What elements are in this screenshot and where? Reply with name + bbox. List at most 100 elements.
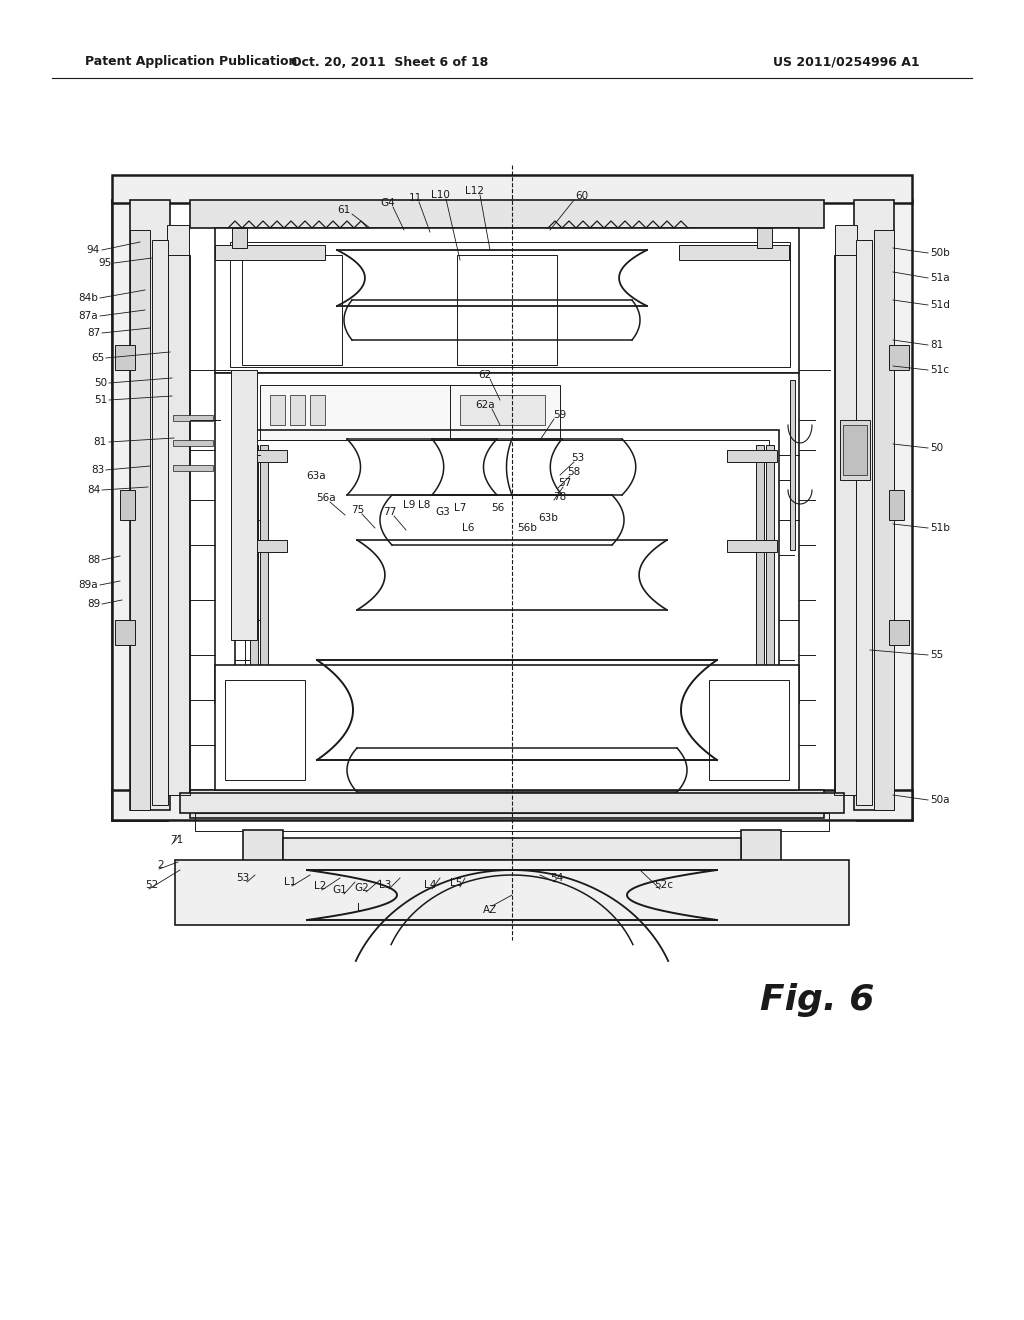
Bar — [457, 255, 557, 366]
Bar — [112, 201, 167, 820]
Text: 51c: 51c — [930, 366, 949, 375]
Text: 62a: 62a — [475, 400, 495, 411]
Bar — [874, 230, 894, 810]
Bar — [112, 789, 912, 820]
Bar — [167, 224, 189, 795]
Text: 52: 52 — [145, 880, 159, 890]
Text: 62: 62 — [478, 370, 492, 380]
Bar — [679, 246, 790, 260]
Bar — [757, 228, 772, 248]
Text: 84: 84 — [87, 484, 100, 495]
Text: 58: 58 — [567, 467, 581, 477]
Bar — [231, 370, 257, 640]
Text: Oct. 20, 2011  Sheet 6 of 18: Oct. 20, 2011 Sheet 6 of 18 — [292, 55, 488, 69]
Bar — [190, 201, 824, 228]
Bar — [741, 830, 781, 865]
Text: G1: G1 — [333, 884, 347, 895]
Text: L9: L9 — [402, 500, 415, 510]
Text: 94: 94 — [87, 246, 100, 255]
Bar — [115, 620, 135, 645]
Text: 87a: 87a — [79, 312, 98, 321]
Text: 56: 56 — [492, 503, 505, 513]
Bar — [766, 445, 774, 665]
Bar — [727, 450, 777, 462]
Text: 11: 11 — [409, 193, 422, 203]
Text: 61: 61 — [337, 205, 350, 215]
Text: G3: G3 — [435, 507, 451, 517]
Bar — [290, 395, 305, 425]
Text: L1: L1 — [284, 876, 296, 887]
Text: 89: 89 — [87, 599, 100, 609]
Bar — [195, 813, 829, 832]
Text: 51a: 51a — [930, 273, 949, 282]
Bar — [234, 430, 779, 690]
Text: 88: 88 — [87, 554, 100, 565]
Text: Fig. 6: Fig. 6 — [760, 983, 874, 1016]
Text: 56b: 56b — [517, 523, 537, 533]
Bar — [173, 414, 213, 421]
Text: US 2011/0254996 A1: US 2011/0254996 A1 — [773, 55, 920, 69]
Bar — [790, 380, 795, 550]
Text: 56a: 56a — [316, 492, 336, 503]
Bar — [242, 255, 342, 366]
Text: 59: 59 — [553, 411, 566, 420]
Bar — [215, 228, 799, 374]
Text: 2: 2 — [157, 861, 164, 870]
Text: 50: 50 — [930, 444, 943, 453]
Text: 78: 78 — [553, 492, 566, 502]
Bar — [215, 665, 799, 789]
Bar — [115, 345, 135, 370]
Bar — [756, 445, 764, 665]
Text: 53: 53 — [237, 873, 250, 883]
Text: L8: L8 — [418, 500, 430, 510]
Text: 50a: 50a — [930, 795, 949, 805]
Bar — [260, 385, 550, 440]
Bar — [175, 861, 849, 925]
Bar — [250, 445, 258, 665]
Text: 65: 65 — [91, 352, 104, 363]
Bar — [270, 395, 285, 425]
Bar — [215, 374, 799, 704]
Bar — [173, 465, 213, 471]
Bar — [112, 176, 912, 203]
Text: 51d: 51d — [930, 300, 950, 310]
Text: L2: L2 — [313, 880, 327, 891]
Text: L5: L5 — [450, 878, 462, 888]
Bar — [889, 345, 909, 370]
Bar — [243, 830, 283, 865]
Bar — [120, 490, 135, 520]
Text: 51: 51 — [94, 395, 106, 405]
Text: 50b: 50b — [930, 248, 949, 257]
Bar — [245, 440, 769, 685]
Bar — [180, 793, 844, 813]
Text: 81: 81 — [930, 341, 943, 350]
Text: L6: L6 — [462, 523, 474, 533]
Bar — [310, 395, 325, 425]
Text: 89a: 89a — [79, 579, 98, 590]
Text: 63b: 63b — [538, 513, 558, 523]
Text: AZ: AZ — [483, 906, 497, 915]
Bar — [152, 240, 168, 805]
Text: 75: 75 — [351, 506, 365, 515]
Bar — [130, 230, 150, 810]
Bar — [840, 420, 870, 480]
Text: L7: L7 — [454, 503, 466, 513]
Bar — [237, 540, 287, 552]
Bar — [835, 224, 857, 795]
Bar — [225, 680, 305, 780]
Bar — [889, 620, 909, 645]
Text: L3: L3 — [379, 880, 391, 890]
Bar — [857, 201, 912, 820]
Text: L4: L4 — [424, 880, 436, 890]
Bar — [283, 838, 741, 861]
Text: 83: 83 — [91, 465, 104, 475]
Bar — [168, 255, 190, 795]
Bar — [112, 201, 167, 820]
Text: 50: 50 — [94, 378, 106, 388]
Bar — [237, 450, 287, 462]
Text: 52c: 52c — [654, 880, 674, 890]
Bar — [856, 240, 872, 805]
Text: L10: L10 — [430, 190, 450, 201]
Bar — [190, 789, 824, 818]
Text: 87: 87 — [87, 327, 100, 338]
